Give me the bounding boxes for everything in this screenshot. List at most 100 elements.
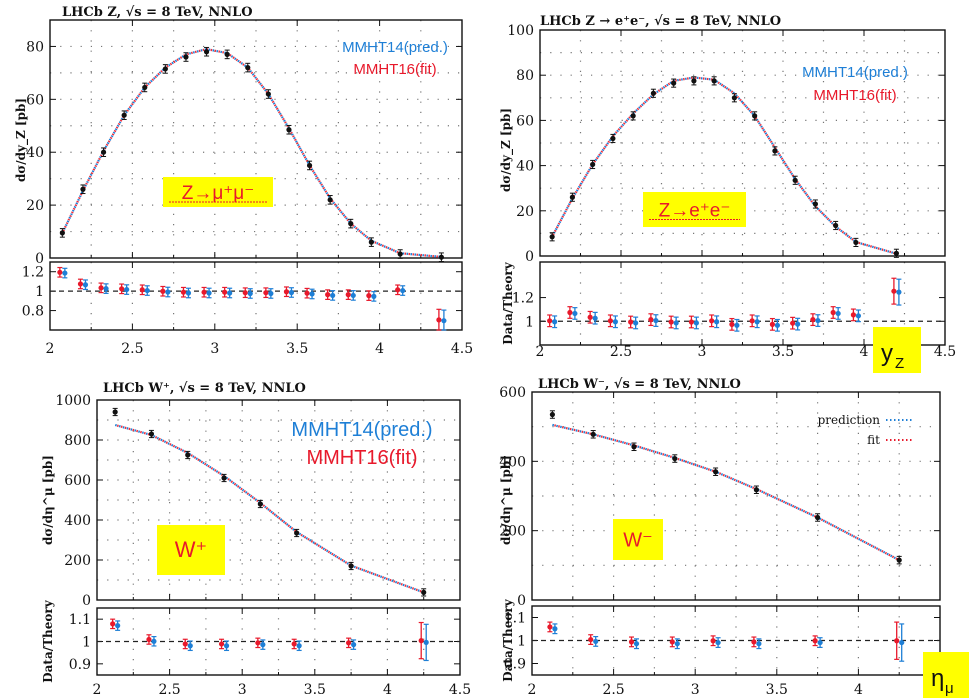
ratio-point [729, 321, 735, 327]
x-tick-label: 4 [375, 341, 384, 357]
y-tick-label: 20 [516, 204, 534, 220]
data-point [221, 475, 227, 481]
x-tick-label: 4.5 [934, 344, 956, 360]
prediction-curve [114, 423, 425, 594]
ratio-point [418, 638, 424, 644]
legend-entry: MMHT14(pred.) [291, 419, 432, 441]
ratio-point [633, 641, 640, 647]
data-point [162, 66, 168, 72]
x-tick-label: 3 [698, 344, 707, 360]
ratio-point [552, 626, 558, 632]
ratio-point [756, 641, 762, 647]
ratio-point [436, 317, 442, 323]
data-point [59, 230, 65, 236]
x-tick-label: 3 [691, 682, 700, 698]
ratio-point [222, 289, 228, 295]
ratio-point [587, 314, 593, 320]
ratio-point [653, 317, 659, 324]
data-point [549, 234, 555, 240]
x-tick-label: 2.5 [610, 344, 632, 360]
ratio-tick-label: 0.8 [22, 304, 44, 320]
ratio-point [165, 289, 171, 295]
data-point [245, 65, 251, 71]
ratio-tick-label: 1.1 [504, 611, 526, 627]
ratio-point [810, 317, 816, 323]
prediction-curve [552, 423, 900, 562]
x-tick-label: 4.5 [449, 682, 471, 698]
process-label: Z→e⁺e⁻ [659, 201, 731, 222]
data-point [142, 84, 148, 91]
ratio-point [790, 320, 796, 326]
ratio-axis-label: Data/Theory [41, 599, 55, 682]
x-tick-label: 3.5 [286, 341, 308, 357]
ratio-point [268, 290, 274, 297]
ratio-point [673, 320, 679, 326]
ratio-point [668, 319, 674, 325]
ratio-point [648, 317, 654, 323]
y-axis-label: dσ/dy_Z [pb] [499, 108, 514, 192]
ratio-point [124, 286, 130, 293]
ratio-point [351, 642, 357, 648]
ratio-point [688, 319, 695, 325]
panel-title: LHCb W⁺, √s = 8 TeV, NNLO [103, 381, 306, 396]
prediction-curve [61, 47, 442, 258]
data-point [183, 54, 189, 60]
ratio-point [296, 643, 302, 649]
x-tick-label: 3 [238, 682, 247, 698]
ratio-point [754, 319, 760, 325]
panel-zee: LHCb Z → e⁺e⁻, √s = 8 TeV, NNLO 2 2.5 3 3.5 4… [499, 14, 956, 360]
y-tick-label: 0 [517, 593, 526, 609]
data-point [731, 95, 738, 101]
ratio-point [57, 269, 63, 275]
ratio-point [547, 624, 553, 630]
ratio-point [715, 639, 721, 646]
ratio-point [180, 289, 187, 295]
ratio-point [674, 641, 680, 647]
ratio-point [242, 290, 248, 296]
ratio-point [77, 281, 84, 287]
data-point [711, 78, 717, 84]
process-label: W⁺ [175, 537, 207, 562]
ratio-tick-label: 1 [82, 635, 91, 651]
data-point [80, 186, 86, 192]
data-point [121, 112, 127, 118]
x-tick-label: 4 [854, 682, 863, 698]
y-tick-label: 1000 [55, 393, 91, 409]
x-tick-label: 3.5 [304, 682, 326, 698]
y-tick-label: 600 [499, 385, 526, 401]
ratio-point [567, 309, 573, 316]
ratio-tick-label: 1.1 [69, 612, 91, 628]
ratio-point [206, 290, 212, 296]
data-point [713, 469, 719, 475]
legend-entry: MMHT14(pred.) [802, 64, 908, 81]
ratio-point [423, 639, 429, 645]
ratio-point [547, 318, 553, 324]
ratio-point [633, 320, 639, 326]
ratio-point [835, 310, 841, 317]
ratio-point [769, 321, 776, 327]
ratio-point [734, 322, 740, 328]
y-tick-label: 600 [64, 473, 91, 489]
x-tick-label: 3.5 [766, 682, 788, 698]
y-tick-label: 400 [499, 454, 526, 470]
ratio-point [588, 636, 594, 643]
ratio-point [263, 290, 269, 296]
ratio-point [894, 638, 900, 644]
ratio-point [709, 318, 715, 324]
data-point [549, 411, 556, 418]
ratio-point [98, 285, 104, 291]
ratio-point [144, 287, 150, 294]
panel-wplus: LHCb W⁺, √s = 8 TeV, NNLO 2 2.5 3 3.5 4 4.5 0 20… [41, 381, 471, 698]
x-tick-label: 4.5 [451, 341, 473, 357]
ratio-point [247, 290, 253, 297]
ratio-tick-label: 1.2 [22, 265, 44, 281]
ratio-point [592, 315, 598, 321]
ratio-point [607, 318, 614, 324]
ratio-point [151, 638, 157, 644]
y-tick-label: 80 [516, 68, 534, 84]
legend-entry: MMHT16(fit) [353, 61, 436, 78]
y-axis-label: dσ/dη^μ [pb] [41, 455, 55, 545]
ratio-point [325, 292, 331, 298]
fit-curve [114, 423, 425, 594]
